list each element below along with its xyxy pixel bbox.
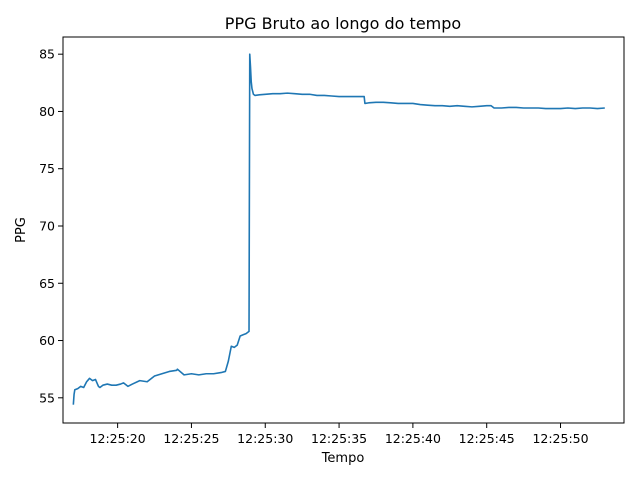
- y-tick-label: 85: [39, 47, 55, 62]
- y-tick-label: 65: [39, 276, 55, 291]
- y-axis-label: PPG: [14, 217, 29, 243]
- y-tick-label: 75: [39, 161, 55, 176]
- x-tick-label: 12:25:45: [459, 431, 515, 446]
- y-tick-label: 55: [39, 390, 55, 405]
- y-tick-label: 80: [39, 104, 55, 119]
- x-tick-label: 12:25:35: [311, 431, 367, 446]
- ppg-series-line: [72, 53, 605, 405]
- x-tick-label: 12:25:20: [90, 431, 146, 446]
- x-tick-label: 12:25:25: [163, 431, 219, 446]
- y-tick-label: 60: [39, 333, 55, 348]
- x-axis: 12:25:20 12:25:25 12:25:30 12:25:35 12:25:40…: [90, 423, 589, 446]
- x-tick-label: 12:25:40: [385, 431, 441, 446]
- x-tick-label: 12:25:30: [237, 431, 293, 446]
- x-tick-label: 12:25:50: [532, 431, 588, 446]
- x-axis-label: Tempo: [321, 451, 365, 466]
- plot-area: [62, 36, 625, 424]
- y-tick-label: 70: [39, 218, 55, 233]
- chart-title: PPG Bruto ao longo do tempo: [225, 14, 461, 33]
- y-axis: 55 60 65 70 75 80 85: [39, 47, 63, 405]
